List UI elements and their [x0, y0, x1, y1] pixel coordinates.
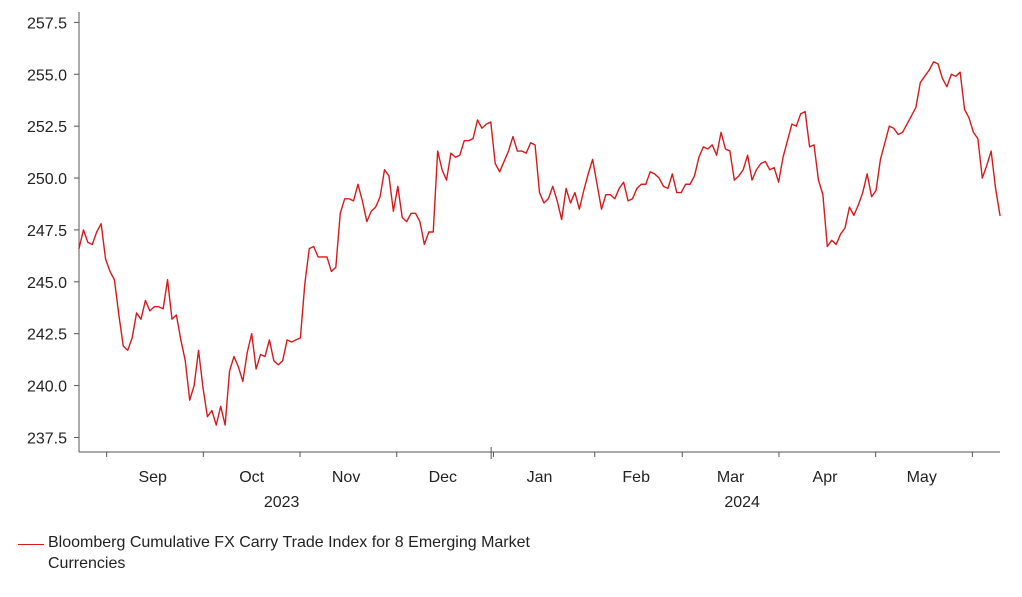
y-tick-label: 237.5: [27, 430, 67, 447]
x-month-label: Sep: [138, 469, 167, 486]
y-tick-label: 255.0: [27, 67, 67, 84]
x-month-label: Nov: [332, 469, 360, 486]
y-tick-label: 252.5: [27, 119, 67, 136]
y-tick-label: 257.5: [27, 15, 67, 32]
series-line: [78, 61, 1001, 426]
y-tick-label: 240.0: [27, 379, 67, 396]
x-month-label: May: [907, 469, 937, 486]
y-tick-label: 242.5: [27, 327, 67, 344]
y-tick-label: 250.0: [27, 171, 67, 188]
legend-swatch: [18, 544, 44, 545]
y-tick-label: 245.0: [27, 275, 67, 292]
x-axis: Sep Oct Nov Dec Jan Feb Mar Apr May 2023 2024: [79, 447, 1000, 511]
legend: Bloomberg Cumulative FX Carry Trade Inde…: [18, 532, 568, 574]
x-month-label: Apr: [813, 469, 839, 486]
x-year-label: 2024: [724, 494, 760, 511]
x-month-label: Feb: [622, 469, 650, 486]
y-tick-label: 247.5: [27, 223, 67, 240]
series-group: [78, 61, 1001, 426]
y-axis: 257.5 255.0 252.5 250.0 247.5 245.0 242.5 240.0…: [27, 12, 80, 452]
x-month-label: Dec: [429, 469, 457, 486]
x-month-label: Jan: [527, 469, 553, 486]
x-month-label: Mar: [717, 469, 745, 486]
x-month-label: Oct: [239, 469, 264, 486]
chart: 257.5 255.0 252.5 250.0 247.5 245.0 242.5 240.0…: [27, 12, 1001, 511]
x-year-label: 2023: [264, 494, 300, 511]
legend-label: Bloomberg Cumulative FX Carry Trade Inde…: [48, 534, 530, 572]
